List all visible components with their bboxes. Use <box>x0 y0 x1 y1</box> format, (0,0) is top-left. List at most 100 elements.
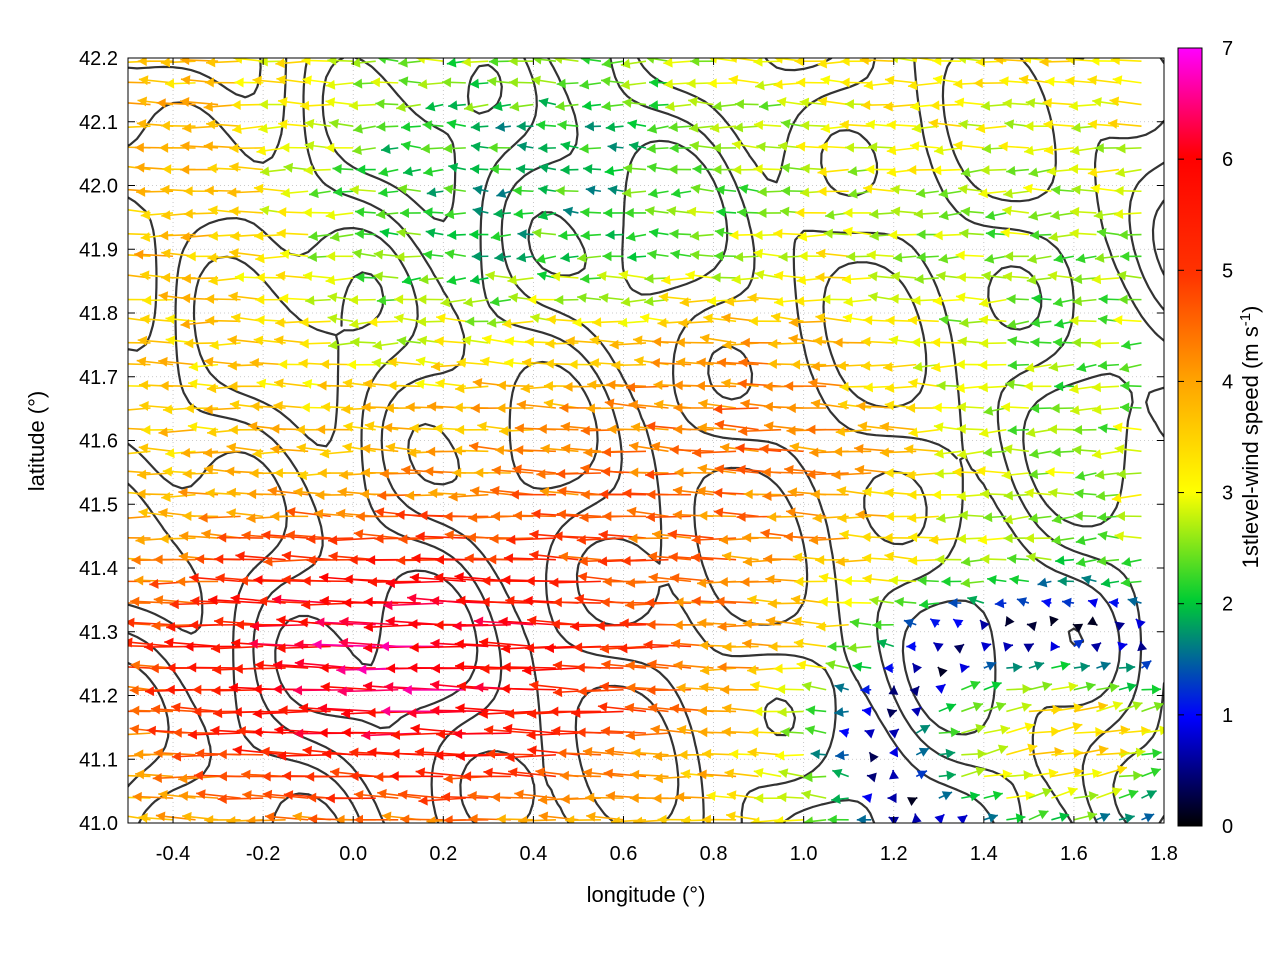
wind-vector <box>378 166 399 177</box>
wind-vector <box>261 530 309 541</box>
wind-vector <box>299 338 331 349</box>
y-tick-label: 41.9 <box>79 239 118 261</box>
wind-vector <box>396 336 421 347</box>
wind-vector <box>601 101 624 112</box>
wind-vector <box>506 534 556 545</box>
wind-vector <box>866 772 877 783</box>
wind-vector <box>232 124 264 134</box>
wind-vector <box>955 250 984 261</box>
wind-vector <box>842 575 872 586</box>
wind-vector <box>385 578 444 589</box>
wind-vector <box>584 121 601 132</box>
wind-vector <box>832 768 849 779</box>
wind-vector <box>587 379 624 390</box>
wind-vector <box>1028 513 1052 523</box>
wind-vector <box>1115 511 1142 522</box>
wind-vector <box>668 552 714 563</box>
wind-vector <box>577 292 602 303</box>
wind-vector <box>607 185 624 195</box>
wind-vector <box>907 512 939 523</box>
wind-vector <box>728 75 759 85</box>
wind-vector <box>888 575 917 586</box>
y-tick-label: 41.1 <box>79 749 118 771</box>
wind-vector <box>983 681 1002 691</box>
wind-vector <box>128 775 129 777</box>
wind-vector <box>517 229 534 240</box>
wind-vector <box>1087 167 1120 178</box>
wind-vector <box>888 230 917 241</box>
wind-vector <box>447 230 466 241</box>
wind-vector <box>1039 58 1074 67</box>
wind-vector <box>478 708 534 719</box>
wind-vector <box>668 164 692 175</box>
wind-vector <box>1071 184 1097 195</box>
wind-vector <box>823 228 849 239</box>
wind-vector <box>128 168 129 170</box>
wind-vector <box>1069 145 1097 156</box>
wind-vector <box>507 767 556 778</box>
wind-vector <box>1096 700 1123 713</box>
wind-vector <box>788 317 827 328</box>
wind-vector <box>159 380 196 391</box>
wind-vector <box>463 297 489 307</box>
wind-vector <box>784 381 827 392</box>
wind-vector <box>883 361 917 372</box>
wind-vector <box>422 120 444 131</box>
wind-vector <box>1006 702 1032 713</box>
wind-vector <box>889 769 899 780</box>
wind-vector <box>508 77 534 88</box>
wind-vector <box>835 750 849 761</box>
wind-vector <box>326 251 354 262</box>
wind-vector <box>801 681 827 692</box>
wind-vector <box>302 75 331 86</box>
wind-vector <box>1091 382 1119 393</box>
wind-vector <box>1118 813 1135 823</box>
wind-vector <box>601 659 647 670</box>
wind-vector <box>774 815 804 823</box>
wind-vector <box>322 748 376 759</box>
wind-vector <box>618 317 647 328</box>
wind-vector <box>1141 790 1157 800</box>
wind-vector <box>960 577 984 588</box>
wind-vector <box>932 295 962 306</box>
wind-vector <box>1027 253 1052 264</box>
wind-vector <box>647 249 669 260</box>
wind-vector <box>488 58 511 67</box>
wind-vector <box>319 448 354 459</box>
wind-vector <box>549 577 601 588</box>
wind-vector <box>1118 229 1142 240</box>
wind-vector <box>1028 469 1052 480</box>
wind-vector <box>748 316 782 327</box>
wind-vector <box>1096 765 1128 778</box>
wind-vector <box>1096 555 1120 566</box>
wind-vector <box>691 596 737 607</box>
wind-vector <box>1007 336 1029 347</box>
wind-vector <box>884 551 917 562</box>
wind-vector <box>1097 530 1120 541</box>
wind-vector <box>300 100 331 111</box>
wind-vector <box>128 450 151 455</box>
wind-vector <box>128 233 129 235</box>
wind-vector <box>625 730 669 741</box>
wind-vector <box>1108 597 1120 608</box>
wind-vector <box>1006 790 1035 801</box>
wind-vector <box>184 403 219 414</box>
wind-vector <box>128 710 129 712</box>
wind-vector <box>673 424 714 435</box>
wind-vector <box>1090 641 1102 653</box>
wind-vector <box>663 58 692 68</box>
wind-vector <box>575 662 624 673</box>
wind-vector <box>188 361 219 372</box>
x-tick-label: 1.4 <box>970 843 998 865</box>
wind-vector <box>352 78 376 89</box>
wind-vector <box>890 206 917 217</box>
wind-vector <box>781 185 804 196</box>
wind-vector <box>1026 552 1052 563</box>
wind-vector <box>726 790 759 801</box>
wind-vector <box>842 597 872 608</box>
wind-vector <box>911 662 923 674</box>
wind-vector <box>1055 555 1074 566</box>
wind-vector <box>731 140 759 150</box>
wind-vector <box>894 596 917 607</box>
wind-vector <box>384 403 421 414</box>
